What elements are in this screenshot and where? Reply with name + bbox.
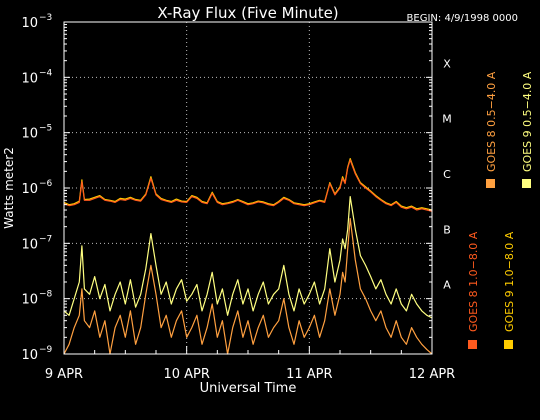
y-tick-label: 10 (21, 71, 38, 86)
legend-swatch-3 (504, 340, 513, 349)
flare-class-labels: A B C M X (442, 57, 452, 291)
chart-title: X-Ray Flux (Five Minute) (157, 4, 338, 22)
x-axis-label: Universal Time (200, 381, 297, 396)
series-line-4 (63, 196, 433, 319)
series-layer (63, 158, 433, 355)
grid-lines (64, 22, 432, 354)
begin-date-label: BEGIN: 4/9/1998 0000 (407, 13, 518, 24)
legend-swatch-1 (468, 340, 477, 349)
y-tick-exponent: −7 (39, 234, 52, 244)
y-tick-exponent: −5 (39, 124, 52, 134)
y-tick-label: 10 (21, 237, 38, 252)
y-axis-label: Watts meter2 (2, 147, 16, 229)
y-tick-exponent: −6 (39, 179, 53, 189)
x-tick-label: 12 APR (409, 367, 455, 382)
legend-swatch-2 (486, 179, 495, 188)
series-line-3 (63, 158, 433, 211)
legend: GOES 8 1.0−8.0 A GOES 8 0.5−4.0 A GOES 9 1… (467, 71, 534, 349)
series-line-2 (63, 218, 433, 355)
x-tick-label: 11 APR (286, 367, 332, 382)
y-tick-exponent: −3 (39, 13, 52, 23)
y-tick-label: 10 (21, 127, 38, 142)
y-tick-exponent: −8 (39, 290, 53, 300)
series-line-1 (63, 159, 433, 212)
y-tick-label: 10 (21, 182, 38, 197)
flare-class-B: B (443, 223, 451, 236)
flare-class-M: M (442, 113, 452, 126)
y-tick-exponent: −9 (39, 345, 53, 355)
x-tick-label: 9 APR (45, 367, 83, 382)
x-axis-ticks: 9 APR 10 APR 11 APR 12 APR (45, 346, 455, 382)
y-tick-label: 10 (21, 348, 38, 363)
legend-label-2: GOES 8 0.5−4.0 A (485, 71, 498, 172)
y-tick-exponent: −4 (39, 68, 53, 78)
legend-label-4: GOES 9 0.5−4.0 A (521, 71, 534, 172)
y-tick-label: 10 (21, 293, 38, 308)
y-tick-label: 10 (21, 16, 38, 31)
legend-label-3: GOES 9 1.0−8.0 A (503, 231, 516, 332)
y-axis-ticks: 10−910−810−710−610−510−410−3 (21, 13, 432, 363)
legend-label-1: GOES 8 1.0−8.0 A (467, 231, 480, 332)
x-tick-label: 10 APR (163, 367, 209, 382)
flare-class-A: A (443, 279, 451, 292)
flare-class-C: C (443, 168, 451, 181)
legend-swatch-4 (522, 179, 531, 188)
flare-class-X: X (443, 57, 451, 70)
